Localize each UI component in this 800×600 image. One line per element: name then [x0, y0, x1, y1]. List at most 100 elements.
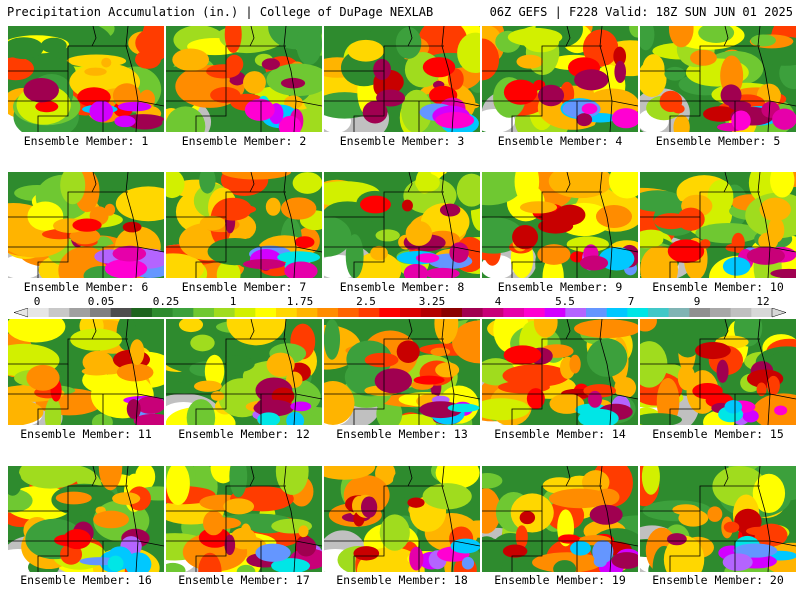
- ensemble-map-panel: [324, 319, 480, 425]
- precip-field-map: [324, 319, 480, 425]
- colorbar-tick-label: 0.05: [87, 295, 115, 308]
- precip-field-map: [166, 319, 322, 425]
- ensemble-map-panel: [8, 172, 164, 278]
- colorbar-swatch: [482, 308, 504, 317]
- precip-field-map: [324, 26, 480, 132]
- precip-field-map: [482, 172, 638, 278]
- colorbar-swatch: [276, 308, 297, 317]
- colorbar-swatch: [586, 308, 607, 317]
- colorbar-swatch: [751, 308, 773, 317]
- colorbar-swatch: [524, 308, 545, 317]
- colorbar-swatch: [358, 308, 380, 317]
- ensemble-map-panel: [8, 26, 164, 132]
- ensemble-map-panel: [166, 26, 322, 132]
- colorbar-swatch: [234, 308, 256, 317]
- colorbar-tick-label: 0: [33, 295, 41, 308]
- colorbar-swatch: [627, 308, 649, 317]
- colorbar-swatch: [462, 308, 483, 317]
- colorbar-swatch: [730, 308, 752, 317]
- colorbar-swatch: [338, 308, 359, 317]
- colorbar-swatch: [503, 308, 525, 317]
- ensemble-map-panel: [640, 319, 796, 425]
- precip-field-map: [640, 172, 796, 278]
- colorbar-tick-label: 3.25: [418, 295, 446, 308]
- ensemble-map-panel: [166, 172, 322, 278]
- precip-field-map: [8, 319, 164, 425]
- colorbar-swatch: [296, 308, 318, 317]
- colorbar-swatch: [48, 308, 70, 317]
- ensemble-member-label: Ensemble Member: 11: [20, 427, 152, 441]
- ensemble-member-label: Ensemble Member: 9: [497, 280, 623, 294]
- colorbar-swatch: [420, 308, 442, 317]
- precip-field-map: [166, 172, 322, 278]
- precip-field-map: [640, 26, 796, 132]
- colorbar-swatch: [544, 308, 566, 317]
- ensemble-map-panel: [482, 466, 638, 572]
- precip-field-map: [640, 319, 796, 425]
- ensemble-member-label: Ensemble Member: 7: [181, 280, 307, 294]
- colorbar-end-arrow: [771, 308, 787, 318]
- colorbar-swatch: [28, 308, 49, 317]
- ensemble-map-panel: [324, 26, 480, 132]
- ensemble-map-panel: [8, 319, 164, 425]
- colorbar-swatch: [689, 308, 711, 317]
- colorbar-swatch: [400, 308, 421, 317]
- ensemble-map-panel: [324, 466, 480, 572]
- ensemble-member-label: Ensemble Member: 14: [494, 427, 626, 441]
- colorbar-tick-label: 2.5: [356, 295, 376, 308]
- colorbar-swatch: [193, 308, 215, 317]
- colorbar-tick-label: 1: [229, 295, 237, 308]
- colorbar-tick-label: 12: [756, 295, 770, 308]
- ensemble-member-label: Ensemble Member: 16: [20, 573, 152, 587]
- colorbar-swatch: [69, 308, 91, 317]
- colorbar-tick-label: 9: [693, 295, 701, 308]
- ensemble-member-label: Ensemble Member: 13: [336, 427, 468, 441]
- precip-field-map: [8, 26, 164, 132]
- ensemble-member-label: Ensemble Member: 5: [655, 134, 781, 148]
- colorbar-swatch: [131, 308, 153, 317]
- ensemble-map-panel: [640, 26, 796, 132]
- ensemble-map-panel: [324, 172, 480, 278]
- colorbar-end-arrow: [13, 308, 29, 318]
- ensemble-member-label: Ensemble Member: 4: [497, 134, 623, 148]
- colorbar-swatch: [172, 308, 194, 317]
- colorbar-tick-label: 5.5: [555, 295, 575, 308]
- ensemble-map-panel: [640, 466, 796, 572]
- ensemble-member-label: Ensemble Member: 20: [652, 573, 784, 587]
- valid-time-label: 06Z GEFS | F228 Valid: 18Z SUN JUN 01 20…: [489, 5, 793, 19]
- ensemble-map-panel: [640, 172, 796, 278]
- precip-field-map: [640, 466, 796, 572]
- colorbar-swatch: [710, 308, 731, 317]
- colorbar-swatch: [110, 308, 132, 317]
- ensemble-map-panel: [482, 319, 638, 425]
- ensemble-member-label: Ensemble Member: 18: [336, 573, 468, 587]
- product-title: Precipitation Accumulation (in.) | Colle…: [7, 5, 434, 19]
- colorbar-swatch: [441, 308, 463, 317]
- ensemble-member-label: Ensemble Member: 19: [494, 573, 626, 587]
- precip-field-map: [8, 466, 164, 572]
- precip-field-map: [482, 26, 638, 132]
- ensemble-member-label: Ensemble Member: 17: [178, 573, 310, 587]
- colorbar-swatch: [152, 308, 173, 317]
- precip-field-map: [324, 172, 480, 278]
- colorbar-swatch: [648, 308, 669, 317]
- ensemble-member-label: Ensemble Member: 12: [178, 427, 310, 441]
- colorbar-swatch: [606, 308, 628, 317]
- colorbar-swatch: [379, 308, 401, 317]
- ensemble-member-label: Ensemble Member: 2: [181, 134, 307, 148]
- precip-field-map: [482, 466, 638, 572]
- colorbar-tick-label: 7: [627, 295, 635, 308]
- ensemble-map-panel: [482, 172, 638, 278]
- ensemble-member-label: Ensemble Member: 3: [339, 134, 465, 148]
- colorbar-swatch: [214, 308, 235, 317]
- colorbar-tick-label: 4: [494, 295, 502, 308]
- ensemble-member-label: Ensemble Member: 15: [652, 427, 784, 441]
- ensemble-map-panel: [482, 26, 638, 132]
- colorbar-swatch: [565, 308, 587, 317]
- colorbar-swatch: [90, 308, 111, 317]
- precip-field-map: [8, 172, 164, 278]
- ensemble-map-panel: [8, 466, 164, 572]
- precipitation-colorbar: 0 0.05 0.25 1 1.75 2.5 3.25 4 5.5 7 9 12: [0, 296, 800, 318]
- ensemble-member-label: Ensemble Member: 8: [339, 280, 465, 294]
- colorbar-swatch: [668, 308, 690, 317]
